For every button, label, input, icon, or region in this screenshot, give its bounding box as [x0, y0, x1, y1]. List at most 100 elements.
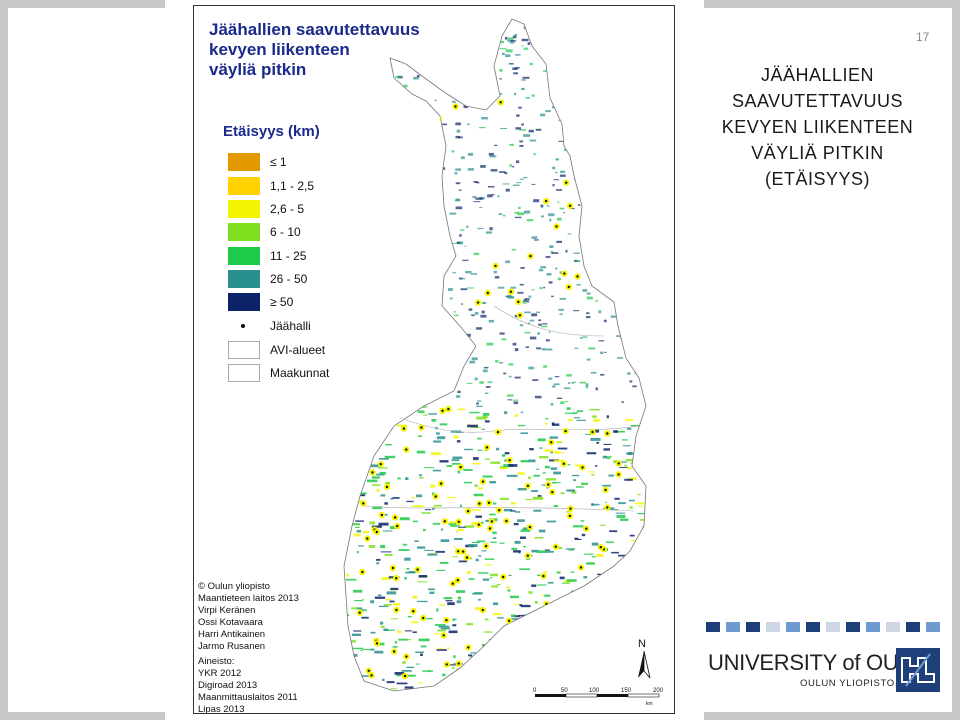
texture-patch — [476, 402, 479, 405]
texture-patch — [402, 661, 406, 664]
texture-patch — [643, 447, 646, 450]
texture-patch — [483, 366, 489, 369]
texture-patch — [474, 669, 478, 672]
texture-patch — [615, 25, 621, 28]
texture-patch — [586, 562, 595, 565]
texture-patch — [381, 151, 388, 153]
texture-patch — [646, 497, 656, 499]
ice-hall-halo — [475, 672, 482, 680]
texture-patch — [561, 582, 570, 584]
texture-patch — [590, 635, 600, 638]
texture-patch — [383, 419, 395, 422]
texture-patch — [416, 546, 426, 549]
texture-patch — [521, 45, 524, 47]
texture-patch — [383, 628, 389, 631]
texture-patch — [465, 271, 472, 274]
texture-patch — [526, 219, 534, 222]
texture-patch — [470, 668, 474, 671]
texture-patch — [524, 614, 532, 618]
texture-patch — [464, 481, 473, 484]
texture-patch — [538, 319, 542, 322]
texture-patch — [474, 377, 478, 381]
texture-patch — [373, 444, 378, 447]
texture-patch — [404, 686, 414, 689]
texture-patch — [552, 641, 563, 644]
texture-patch — [537, 438, 546, 442]
texture-patch — [426, 690, 436, 691]
texture-patch — [372, 484, 381, 486]
texture-patch — [594, 589, 602, 592]
texture-patch — [458, 560, 467, 563]
texture-patch — [463, 469, 473, 471]
texture-patch — [476, 405, 483, 408]
texture-patch — [607, 666, 614, 668]
texture-patch — [422, 169, 429, 172]
ice-hall-marker — [580, 630, 583, 633]
legend-item-4: 6 - 10 — [228, 223, 368, 241]
texture-patch — [384, 105, 392, 107]
texture-patch — [370, 183, 375, 186]
texture-patch — [351, 460, 362, 464]
texture-patch — [618, 565, 628, 568]
texture-patch — [546, 273, 552, 276]
texture-patch — [450, 525, 460, 527]
ice-hall-marker — [490, 520, 494, 523]
texture-patch — [470, 273, 478, 275]
texture-patch — [481, 664, 490, 667]
texture-patch — [600, 524, 606, 526]
texture-patch — [552, 106, 556, 109]
texture-patch — [460, 288, 468, 291]
texture-patch — [574, 679, 584, 681]
texture-patch — [434, 633, 440, 635]
legend-swatch — [228, 247, 260, 265]
texture-patch — [614, 150, 622, 153]
texture-patch — [380, 621, 384, 625]
texture-patch — [505, 54, 511, 58]
texture-patch — [372, 506, 382, 510]
texture-patch — [613, 63, 617, 65]
texture-patch — [500, 657, 512, 661]
texture-patch — [401, 670, 412, 672]
texture-patch — [416, 450, 426, 454]
texture-patch — [494, 144, 498, 146]
texture-patch — [369, 268, 373, 272]
texture-patch — [373, 106, 377, 109]
texture-patch — [603, 319, 607, 323]
ice-hall-marker — [606, 506, 609, 509]
texture-patch — [380, 384, 385, 387]
texture-patch — [471, 509, 482, 511]
texture-patch — [452, 618, 455, 621]
texture-patch — [609, 97, 616, 100]
texture-patch — [396, 682, 408, 685]
texture-patch — [403, 406, 411, 408]
ice-hall-halo — [435, 116, 443, 123]
texture-patch — [639, 121, 643, 124]
texture-patch — [402, 301, 406, 304]
texture-patch — [635, 502, 645, 505]
texture-patch — [573, 663, 580, 666]
texture-patch — [499, 48, 507, 50]
texture-patch — [490, 169, 498, 172]
texture-patch — [595, 247, 602, 249]
texture-patch — [420, 113, 425, 117]
texture-patch — [497, 195, 500, 198]
texture-patch — [451, 667, 455, 669]
texture-patch — [424, 467, 435, 469]
texture-patch — [630, 424, 639, 427]
texture-patch — [610, 229, 617, 231]
texture-patch — [390, 688, 397, 690]
texture-patch — [545, 418, 549, 420]
texture-patch — [644, 546, 646, 548]
texture-patch — [468, 349, 472, 351]
texture-patch — [471, 542, 480, 544]
texture-patch — [413, 195, 420, 198]
texture-patch — [434, 504, 442, 507]
texture-patch — [593, 628, 596, 631]
texture-patch — [379, 471, 386, 475]
texture-patch — [637, 346, 642, 350]
texture-patch — [419, 191, 424, 193]
texture-patch — [352, 647, 364, 650]
texture-patch — [389, 600, 395, 603]
texture-patch — [454, 538, 463, 540]
texture-patch — [413, 140, 420, 144]
